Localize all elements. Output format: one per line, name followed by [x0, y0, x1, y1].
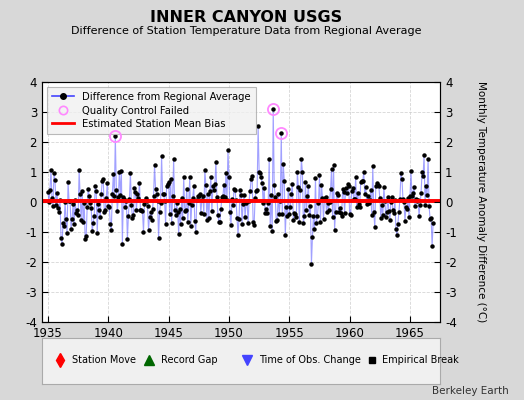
Text: Station Move: Station Move	[72, 355, 136, 365]
Text: Berkeley Earth: Berkeley Earth	[432, 386, 508, 396]
Text: Time of Obs. Change: Time of Obs. Change	[259, 355, 361, 365]
Legend: Difference from Regional Average, Quality Control Failed, Estimated Station Mean: Difference from Regional Average, Qualit…	[47, 87, 256, 134]
Text: INNER CANYON USGS: INNER CANYON USGS	[150, 10, 342, 25]
Text: Record Gap: Record Gap	[161, 355, 218, 365]
Text: Empirical Break: Empirical Break	[383, 355, 459, 365]
Y-axis label: Monthly Temperature Anomaly Difference (°C): Monthly Temperature Anomaly Difference (…	[476, 81, 486, 323]
Text: Difference of Station Temperature Data from Regional Average: Difference of Station Temperature Data f…	[71, 26, 421, 36]
